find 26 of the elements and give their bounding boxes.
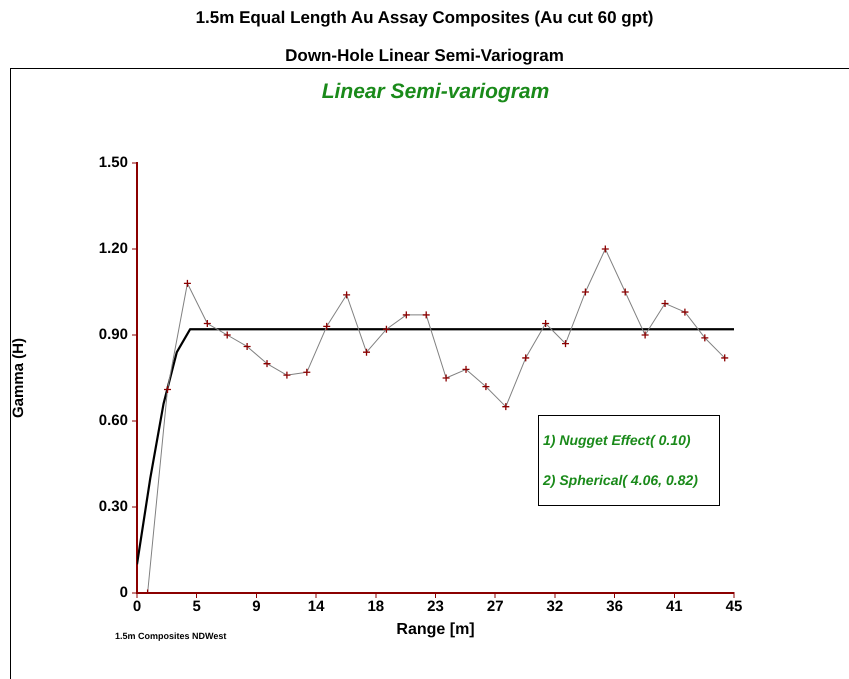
y-tick-label: 0.60: [98, 412, 128, 430]
x-tick-label: 41: [666, 598, 683, 616]
x-tick-label: 18: [367, 598, 384, 616]
y-tick-label: 1.50: [98, 154, 128, 172]
x-tick-label: 14: [308, 598, 326, 616]
x-tick-label: 27: [486, 598, 504, 616]
x-tick-label: 23: [427, 598, 444, 616]
y-tick-label: 1.20: [98, 240, 128, 258]
note-box: 1) Nugget Effect( 0.10) 2) Spherical( 4.06, 0.82): [538, 415, 720, 506]
chart-subtitle: Down-Hole Linear Semi-Variogram: [284, 46, 565, 66]
x-tick-label: 5: [192, 598, 201, 616]
annotation: 2) Spherical( 4.06, 0.82): [543, 472, 698, 488]
y-tick-label: 0.30: [98, 498, 128, 516]
annotation: 1) Nugget Effect( 0.10): [543, 432, 691, 448]
x-tick-label: 32: [546, 598, 564, 616]
x-tick-label: 36: [606, 598, 623, 616]
chart-title: 1.5m Equal Length Au Assay Composites (Au cut 60 gpt): [194, 8, 654, 28]
y-tick-label: 0.90: [98, 326, 128, 344]
x-tick-label: 0: [132, 598, 142, 616]
y-axis-title: Gamma (H): [10, 338, 28, 418]
text: Linear Semi-variogram: [320, 80, 550, 104]
y-tick-label: 0: [120, 584, 128, 602]
text: 1.5m Composites NDWest: [115, 631, 226, 641]
x-tick-label: 45: [726, 598, 742, 616]
x-tick-label: 9: [252, 598, 261, 616]
x-axis-title: Range [m]: [396, 620, 475, 638]
